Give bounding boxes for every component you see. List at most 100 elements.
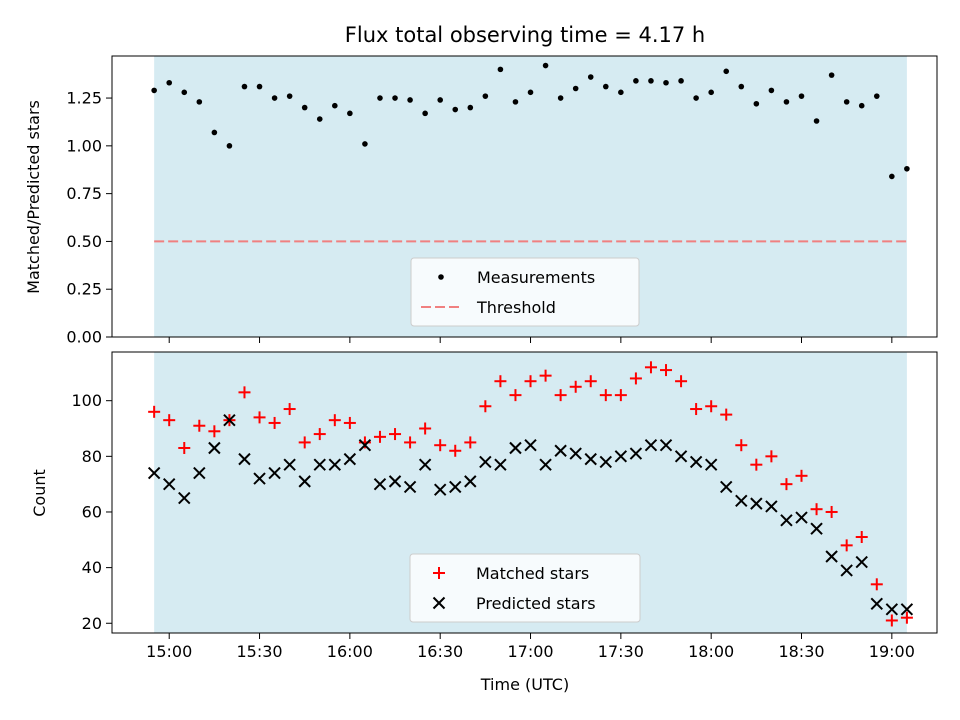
measurement-point	[873, 93, 880, 99]
matched-point	[885, 614, 898, 627]
bottom-xtick-label: 18:30	[778, 642, 824, 661]
predicted-point-b	[750, 497, 763, 510]
predicted-point-b	[418, 458, 432, 471]
predicted-point-b	[494, 458, 507, 471]
measurement-point	[738, 83, 745, 90]
matched-point	[148, 405, 161, 418]
matched-point	[464, 436, 477, 449]
predicted-point	[855, 555, 868, 569]
predicted-point	[253, 472, 266, 485]
predicted-point-b	[539, 458, 552, 471]
measurement-point	[663, 79, 669, 86]
predicted-point	[268, 466, 281, 480]
predicted-point	[659, 438, 673, 452]
matched-point	[810, 503, 823, 516]
predicted-point-b	[388, 475, 402, 488]
measurement-point	[693, 95, 699, 101]
measurement-point	[843, 99, 850, 105]
top-legend: Measurements Threshold	[410, 257, 640, 327]
predicted-point-b	[644, 438, 658, 452]
bottom-xtick-label: 17:30	[598, 642, 644, 661]
measurement-point	[828, 72, 835, 78]
measurement-point	[813, 118, 820, 124]
predicted-point	[509, 441, 522, 455]
predicted-point-b	[253, 472, 266, 485]
bottom-ytick-label: 40	[82, 558, 102, 577]
plot-layer: 0.00 0.25 0.50 0.75 1.00 1.25 Measurements Thre…	[66, 55, 938, 661]
matched-point	[900, 611, 913, 624]
predicted-point-b	[840, 564, 853, 577]
predicted-point-b	[238, 452, 251, 466]
measurement-point	[407, 97, 413, 103]
measurement-point	[572, 85, 579, 92]
measurement-point	[497, 66, 504, 73]
predicted-point-b	[885, 603, 899, 616]
matched-point	[584, 375, 597, 388]
predicted-point	[343, 452, 357, 466]
predicted-point	[674, 450, 688, 463]
matched-point	[569, 380, 582, 393]
measurement-point	[437, 97, 443, 103]
top-ytick-label: 0.00	[66, 328, 102, 347]
predicted-point	[629, 447, 643, 460]
legend-predicted-b	[432, 596, 446, 610]
predicted-point	[569, 447, 582, 460]
predicted-point	[418, 458, 432, 471]
bottom-ytick-label: 100	[71, 391, 102, 410]
predicted-point-b	[584, 452, 597, 466]
measurement-point	[151, 87, 157, 94]
matched-point	[735, 439, 748, 452]
predicted-point	[524, 438, 537, 452]
matched-point	[720, 408, 733, 421]
predicted-point-b	[328, 458, 342, 471]
predicted-point	[433, 483, 447, 496]
matched-point	[449, 444, 462, 457]
top-ytick-label: 0.25	[66, 280, 102, 299]
matched-point	[253, 411, 266, 424]
bottom-y-axis-label: Count	[30, 469, 49, 517]
predicted-point-b	[900, 603, 914, 616]
predicted-point-b	[765, 500, 778, 513]
predicted-point	[313, 458, 326, 471]
measurement-point	[648, 78, 654, 84]
measurement-point	[377, 95, 383, 101]
predicted-point-b	[147, 466, 161, 480]
bottom-axes-frame	[111, 351, 938, 634]
predicted-point	[283, 458, 296, 471]
matched-point	[434, 439, 447, 452]
legend-matched-label: Matched stars	[476, 564, 589, 583]
measurement-point	[301, 104, 308, 111]
predicted-point	[298, 475, 311, 488]
predicted-point	[750, 497, 763, 510]
matched-point	[780, 478, 793, 491]
bottom-xtick-label: 15:00	[146, 642, 192, 661]
top-legend-box	[410, 257, 640, 327]
predicted-point-b	[223, 413, 236, 427]
predicted-point-b	[208, 441, 221, 455]
predicted-point	[449, 480, 462, 494]
predicted-point	[554, 444, 567, 457]
predicted-point-b	[509, 441, 522, 455]
legend-measurements-label: Measurements	[477, 268, 595, 287]
matched-point	[690, 403, 703, 416]
measurement-point	[422, 110, 428, 117]
measurement-point	[512, 99, 519, 105]
measurement-point	[723, 68, 730, 75]
predicted-point	[825, 550, 838, 563]
matched-point	[765, 450, 778, 463]
matched-point	[419, 422, 432, 435]
legend-threshold-label: Threshold	[476, 298, 556, 317]
measurement-point	[602, 83, 609, 90]
predicted-point	[614, 450, 628, 463]
matched-point	[539, 369, 552, 382]
predicted-point	[388, 475, 402, 488]
matched-point	[675, 375, 688, 388]
predicted-point	[840, 564, 853, 577]
predicted-point-b	[313, 458, 326, 471]
bottom-legend-box	[409, 553, 641, 623]
matched-point	[554, 389, 567, 402]
predicted-point	[238, 452, 251, 466]
matched-point	[238, 386, 251, 399]
matched-point	[644, 361, 657, 374]
